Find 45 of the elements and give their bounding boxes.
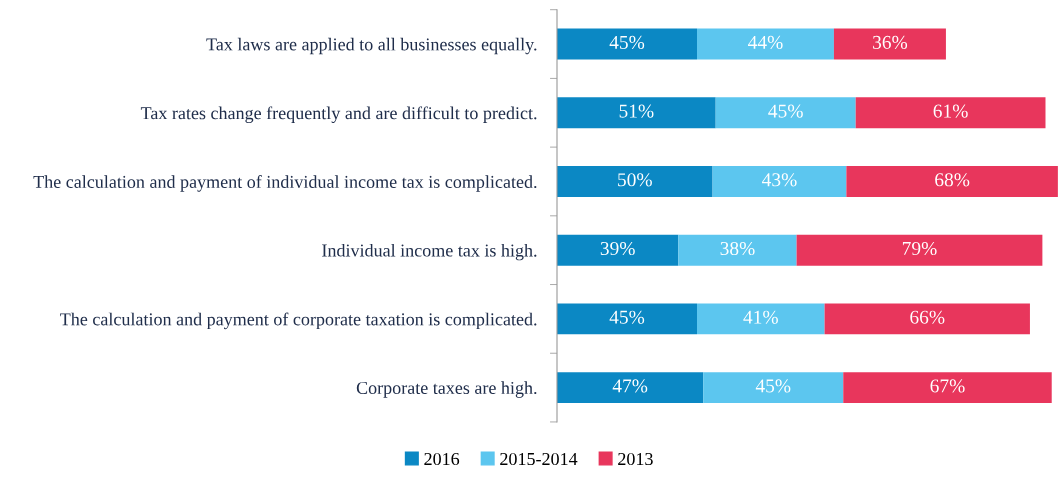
bar bbox=[557, 234, 679, 266]
data-label: 47% bbox=[612, 379, 648, 393]
data-label: 61% bbox=[933, 104, 968, 118]
data-label: 50% bbox=[618, 173, 652, 187]
y-tick-label: The calculation and payment of corporate taxation is complicated. bbox=[60, 312, 537, 330]
bar bbox=[796, 234, 1043, 266]
bar bbox=[703, 372, 844, 404]
data-label: 43% bbox=[762, 173, 797, 187]
data-label: 41% bbox=[743, 310, 778, 324]
bar bbox=[557, 166, 713, 197]
data-label: 68% bbox=[935, 173, 970, 187]
bar bbox=[697, 303, 825, 335]
bar bbox=[712, 166, 847, 197]
bar bbox=[855, 97, 1046, 129]
data-label: 39% bbox=[600, 241, 635, 256]
bar bbox=[557, 372, 704, 404]
bar bbox=[557, 303, 698, 335]
bar bbox=[843, 372, 1052, 404]
data-label: 45% bbox=[609, 35, 645, 49]
data-label: 38% bbox=[720, 241, 755, 256]
y-tick-label: The calculation and payment of individual income tax is complicated. bbox=[33, 175, 537, 192]
bar bbox=[833, 28, 946, 60]
bar bbox=[557, 97, 716, 129]
legend-label: 2013 bbox=[618, 452, 653, 466]
y-tick-label: Tax laws are applied to all businesses equally. bbox=[206, 37, 537, 55]
legend-label: 2016 bbox=[424, 452, 460, 466]
data-label: 51% bbox=[619, 104, 654, 118]
bar bbox=[678, 234, 797, 266]
bar bbox=[824, 303, 1030, 335]
data-label: 45% bbox=[755, 379, 791, 393]
data-label: 66% bbox=[910, 310, 945, 324]
data-label: 79% bbox=[902, 241, 937, 256]
data-label: 36% bbox=[873, 35, 908, 49]
data-label: 44% bbox=[748, 35, 783, 49]
y-tick-label: Corporate taxes are high. bbox=[356, 381, 537, 398]
y-tick-label: Tax rates change frequently and are difficult to predict. bbox=[140, 106, 537, 124]
data-label: 45% bbox=[768, 104, 803, 118]
legend-label: 2015-2014 bbox=[500, 452, 578, 466]
bar bbox=[846, 166, 1058, 197]
bar bbox=[715, 97, 856, 129]
bar bbox=[557, 28, 698, 60]
bar bbox=[697, 28, 834, 60]
data-label: 67% bbox=[930, 379, 965, 393]
data-label: 45% bbox=[609, 310, 645, 324]
y-tick-label: Individual income tax is high. bbox=[322, 243, 537, 261]
